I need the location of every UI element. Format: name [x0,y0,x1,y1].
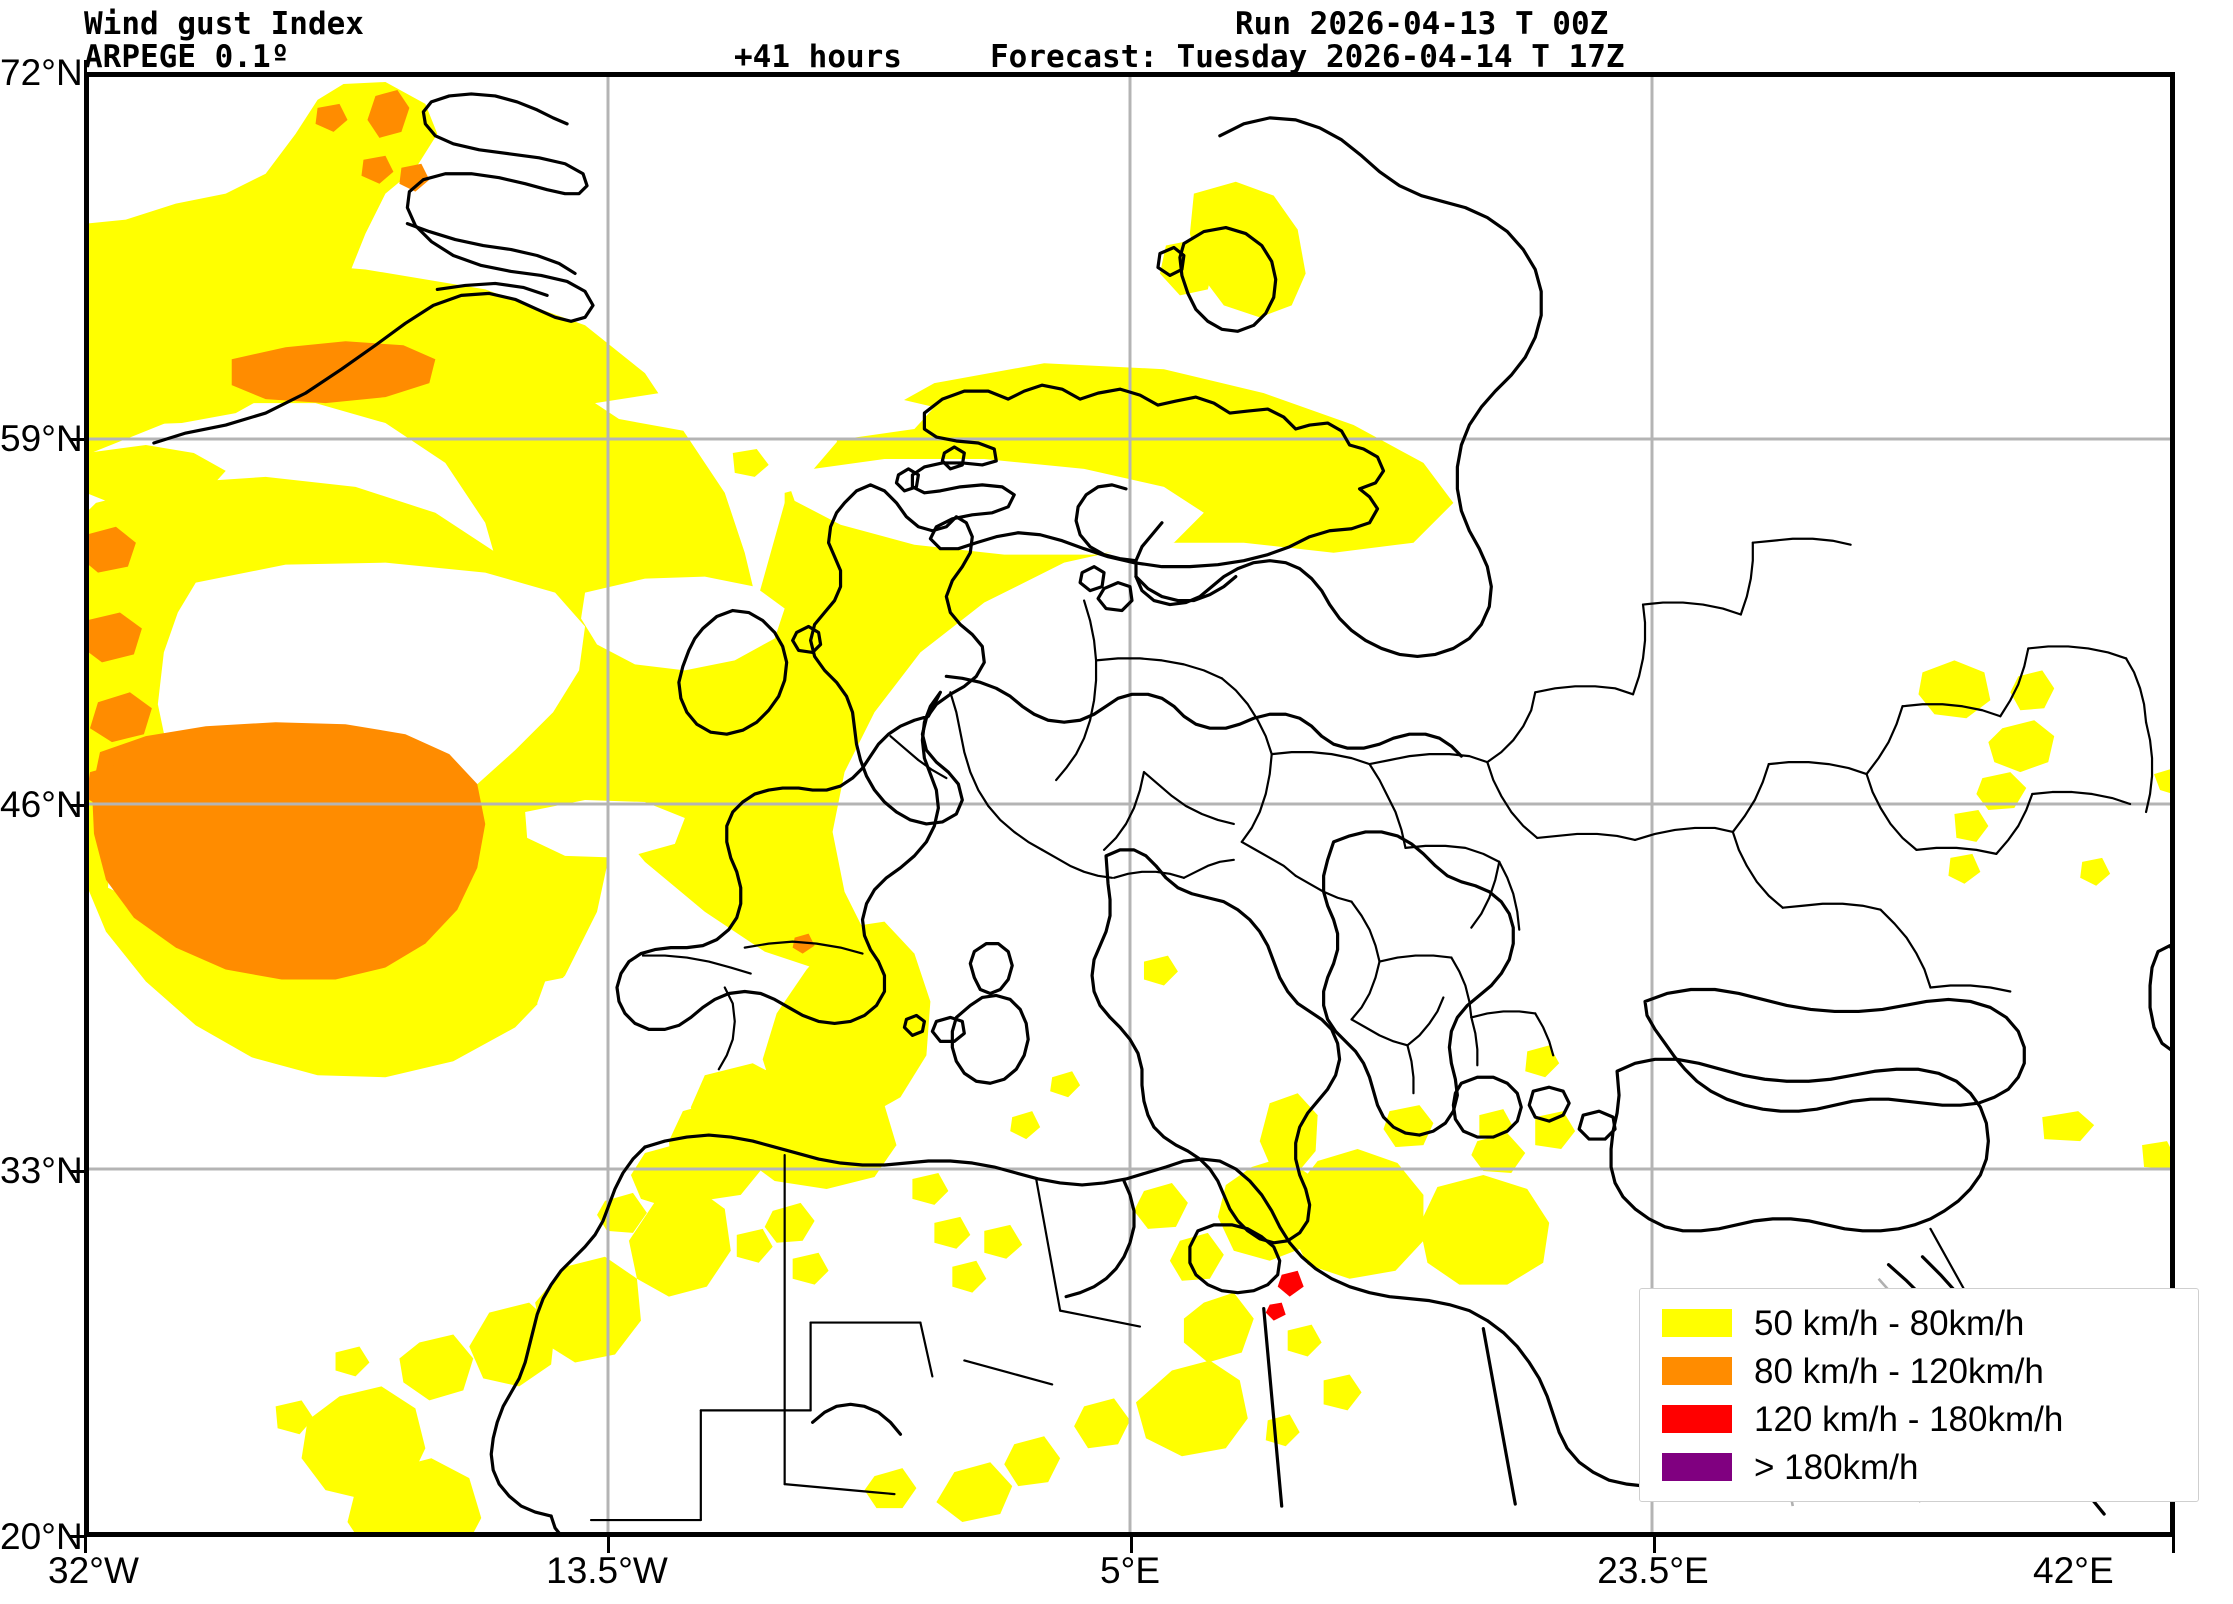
forecast-valid-label: Forecast: Tuesday 2026-04-14 T 17Z [990,39,1625,75]
y-axis-tick-label: 59°N [0,418,83,459]
gust-field-orange [86,89,815,980]
xtick-mark-42e [2172,1537,2175,1553]
gust-field-red [1265,1270,1304,1321]
x-axis-tick-label: 32°W [48,1550,139,1591]
legend-swatch-yellow [1662,1309,1732,1337]
legend-swatch-red [1662,1405,1732,1433]
coastlines-layer [152,92,2173,1535]
legend-label: 50 km/h - 80km/h [1754,1303,2025,1343]
legend-item[interactable]: 120 km/h - 180km/h [1654,1395,2184,1443]
x-axis-tick-label: 13.5°W [546,1550,668,1591]
legend-item[interactable]: > 180km/h [1654,1443,2184,1491]
y-axis-tick-label: 33°N [0,1150,83,1191]
legend-swatch-purple [1662,1453,1732,1481]
ytick-mark-20 [70,1535,86,1538]
lead-time-label: +41 hours [734,39,902,75]
run-timestamp-label: Run 2026-04-13 T 00Z [1235,6,1609,42]
ytick-mark-72 [84,60,87,74]
xtick-mark-235e [1653,1537,1656,1553]
legend-label: 80 km/h - 120km/h [1754,1351,2044,1391]
ytick-mark-33 [70,1170,86,1173]
legend-item[interactable]: 50 km/h - 80km/h [1654,1299,2184,1347]
weather-map[interactable] [86,74,2173,1535]
legend-swatch-orange [1662,1357,1732,1385]
country-borders-layer [589,537,2154,1522]
legend-item[interactable]: 80 km/h - 120km/h [1654,1347,2184,1395]
xtick-mark-5e [1130,1537,1133,1553]
legend-label: 120 km/h - 180km/h [1754,1399,2064,1439]
map-plot-area[interactable] [84,72,2175,1537]
x-axis-tick-label: 42°E [2033,1550,2114,1591]
page-title: Wind gust Index [84,6,364,42]
xtick-mark-32w [84,1537,87,1553]
xtick-mark-135w [607,1537,610,1553]
model-label: ARPEGE 0.1º [84,39,290,75]
ytick-mark-59 [70,438,86,441]
ytick-mark-46 [70,804,86,807]
y-axis-tick-label: 46°N [0,784,83,825]
x-axis-tick-label: 23.5°E [1597,1550,1709,1591]
y-axis-tick-label: 72°N [0,52,83,93]
legend-label: > 180km/h [1754,1447,1919,1487]
chart-header: Wind gust Index ARPEGE 0.1º +41 hours Ru… [0,0,2233,75]
graticule-grid [86,74,2173,1535]
x-axis-tick-label: 5°E [1099,1550,1161,1591]
legend-box[interactable]: 50 km/h - 80km/h 80 km/h - 120km/h 120 k… [1639,1288,2199,1502]
